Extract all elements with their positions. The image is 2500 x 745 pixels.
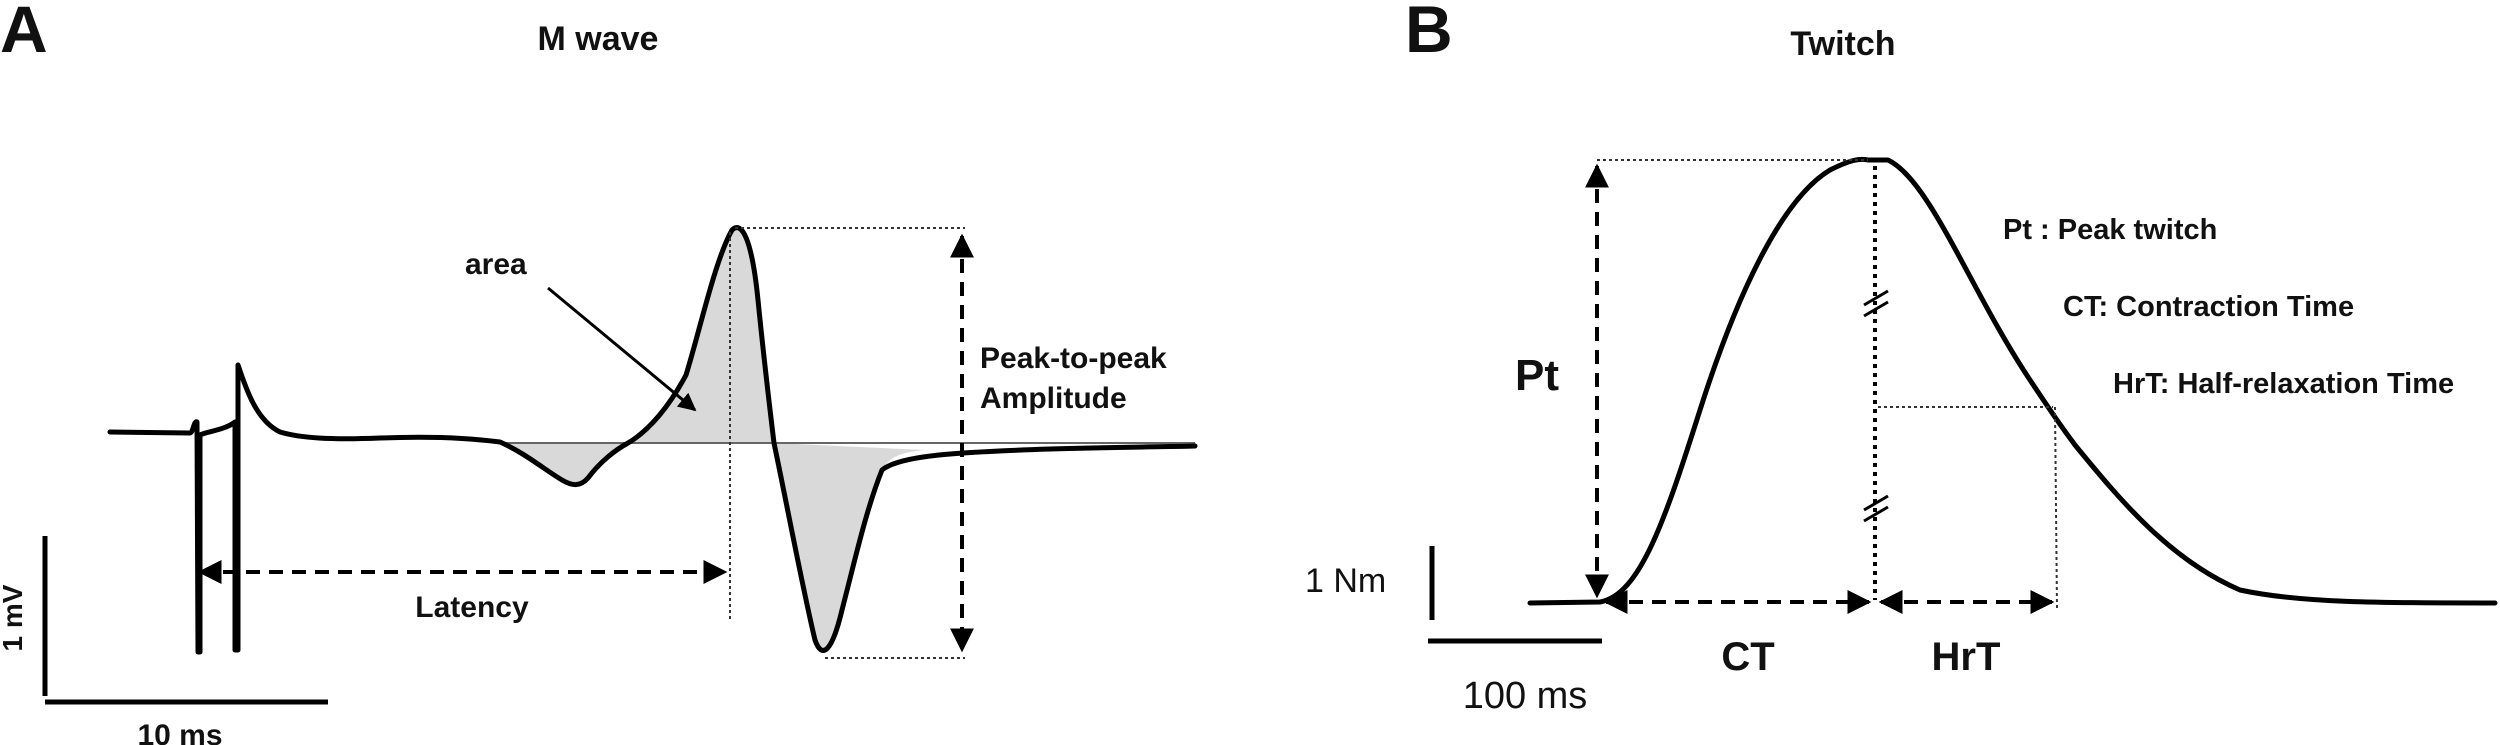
pt-label: Pt <box>1515 351 1559 400</box>
panel-a-title: M wave <box>538 20 659 58</box>
half-relaxation-time-guide <box>2054 406 2058 609</box>
m-wave-area-second-phase <box>774 443 925 651</box>
time-scale-label-a: 10 ms <box>137 719 222 745</box>
twitch-trace <box>1527 156 2498 606</box>
axis-break-bottom <box>1863 494 1889 523</box>
panel-a: A M wave area Peak-to-peak Amplitude Lat… <box>0 0 1198 745</box>
m-wave-area-positive-phase <box>628 227 774 443</box>
voltage-scale-label: 1 mV <box>0 584 28 651</box>
panel-b-letter: B <box>1405 0 1453 66</box>
axis-break-top <box>1863 289 1889 318</box>
m-wave-area-negative-phase <box>500 443 628 485</box>
amplitude-label-line2: Amplitude <box>980 382 1127 415</box>
area-label: area <box>465 248 527 281</box>
time-scale-label-b: 100 ms <box>1463 675 1588 717</box>
latency-label: Latency <box>415 591 529 624</box>
area-pointer-arrow <box>547 286 697 412</box>
m-wave-trace <box>107 225 1198 655</box>
force-scale-label: 1 Nm <box>1305 562 1386 600</box>
panel-a-letter: A <box>0 0 48 66</box>
legend-ct: CT: Contraction Time <box>2063 291 2354 323</box>
hrt-label: HrT <box>1932 635 2001 679</box>
legend-pt: Pt : Peak twitch <box>2003 214 2217 246</box>
panel-b-title: Twitch <box>1790 25 1895 63</box>
panel-b: B Twitch Pt CT HrT Pt : Peak twitch CT: … <box>1305 0 2498 717</box>
legend-hrt: HrT: Half-relaxation Time <box>2113 368 2454 400</box>
ct-label: CT <box>1721 635 1774 679</box>
amplitude-label-line1: Peak-to-peak <box>980 342 1167 375</box>
